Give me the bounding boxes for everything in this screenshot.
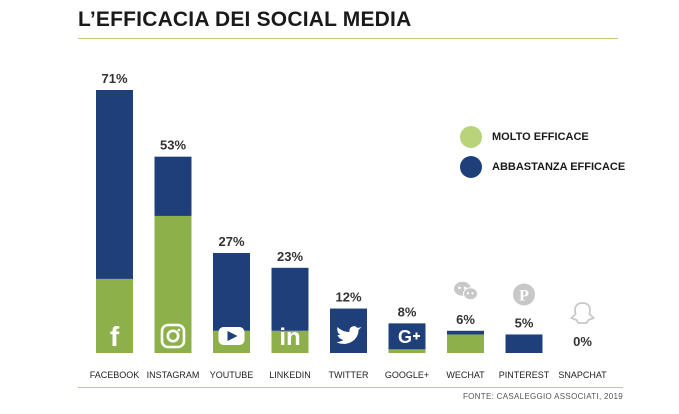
legend-swatch-molto xyxy=(460,126,482,148)
legend-label-abbastanza: ABBASTANZA EFFICACE xyxy=(492,161,626,173)
bar-abbastanza-facebook xyxy=(96,90,133,279)
bar-abbastanza-instagram xyxy=(154,156,192,216)
bar-abbastanza-youtube xyxy=(213,252,250,331)
category-label: GOOGLE+ xyxy=(385,370,429,380)
category-label: INSTAGRAM xyxy=(147,370,200,380)
total-label: 5% xyxy=(515,315,534,330)
category-label: SNAPCHAT xyxy=(558,370,607,380)
facebook-icon: f xyxy=(110,321,120,352)
total-label: 27% xyxy=(218,234,244,249)
total-label: 53% xyxy=(160,138,186,153)
svg-text:P: P xyxy=(519,287,529,304)
category-label: PINTEREST xyxy=(499,370,550,380)
total-label: 71% xyxy=(101,71,127,86)
twitter-icon xyxy=(336,326,362,344)
linkedin-icon: in xyxy=(279,324,300,351)
total-label: 0% xyxy=(573,334,592,349)
svg-text:f: f xyxy=(110,321,120,352)
category-label: FACEBOOK xyxy=(90,370,140,380)
title-divider xyxy=(78,38,618,39)
legend-item-molto: MOLTO EFFICACE xyxy=(460,126,589,148)
category-label: YOUTUBE xyxy=(210,370,254,380)
total-label: 12% xyxy=(335,290,361,305)
snapchat-icon xyxy=(569,302,596,324)
legend-item-abbastanza: ABBASTANZA EFFICACE xyxy=(460,156,625,178)
wechat-icon xyxy=(454,281,478,301)
category-label: LINKEDIN xyxy=(269,370,311,380)
instagram-icon xyxy=(160,323,186,349)
legend-swatch-abbastanza xyxy=(460,156,482,178)
footer-divider xyxy=(78,387,623,388)
total-label: 8% xyxy=(398,304,417,319)
pinterest-icon: P xyxy=(513,283,535,306)
bar-molto-facebook xyxy=(96,278,133,353)
category-label: WECHAT xyxy=(446,370,485,380)
total-label: 23% xyxy=(277,249,303,264)
page-title: L’EFFICACIA DEI SOCIAL MEDIA xyxy=(78,8,412,31)
total-label: 6% xyxy=(456,312,475,327)
svg-text:in: in xyxy=(279,324,300,351)
bar-molto-linkedin xyxy=(271,330,309,353)
bar-abbastanza-linkedin xyxy=(271,267,309,331)
svg-text:G: G xyxy=(398,327,412,347)
youtube-icon xyxy=(218,327,245,345)
legend-label-molto: MOLTO EFFICACE xyxy=(492,131,589,143)
bar-abbastanza-wechat xyxy=(447,330,484,335)
category-label: TWITTER xyxy=(329,370,369,380)
bar-abbastanza-twitter xyxy=(330,308,367,353)
bar-abbastanza-pinterest xyxy=(505,334,543,353)
bar-molto-wechat xyxy=(447,334,484,353)
source-note: FONTE: CASALEGGIO ASSOCIATI, 2019 xyxy=(462,392,623,401)
bar-molto-google xyxy=(388,349,426,353)
google-plus-icon: G xyxy=(398,327,420,347)
bar-molto-instagram xyxy=(154,215,192,353)
